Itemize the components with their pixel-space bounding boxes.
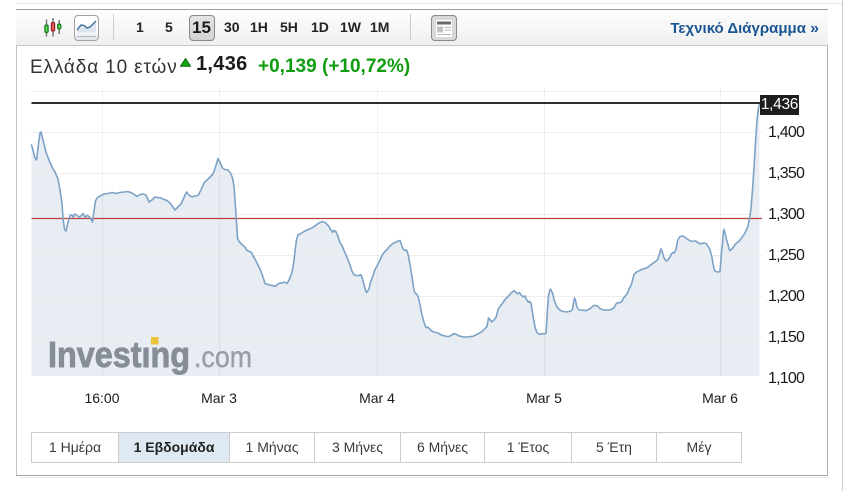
svg-text:Investıng: Investıng [48,334,190,375]
svg-text:.com: .com [194,341,252,374]
